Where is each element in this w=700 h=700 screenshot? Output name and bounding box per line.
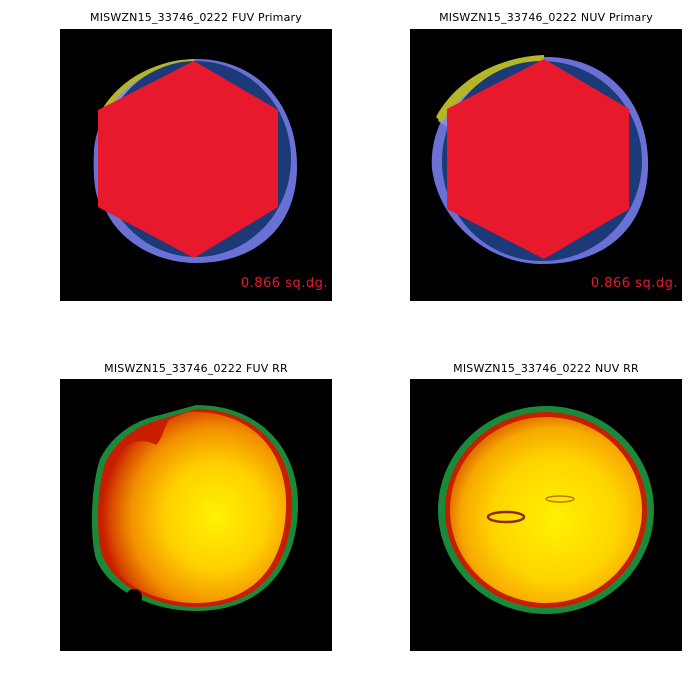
fuv-rr-title: MISWZN15_33746_0222 FUV RR xyxy=(104,362,288,375)
fuv-rr-image xyxy=(60,379,332,651)
nuv-primary-coverage-map xyxy=(410,29,682,301)
fuv-rr-response-map xyxy=(60,379,332,651)
nuv-rr-response-map xyxy=(410,379,682,651)
fuv-rr-disk xyxy=(101,411,287,603)
nuv-primary-image: 0.866 sq.dg. xyxy=(410,29,682,301)
nuv-rr-artifact xyxy=(486,510,526,524)
nuv-rr-image xyxy=(410,379,682,651)
nuv-rr-disk xyxy=(450,417,642,603)
nuv-rr-title: MISWZN15_33746_0222 NUV RR xyxy=(453,362,639,375)
fuv-primary-image: 0.866 sq.dg. xyxy=(60,29,332,301)
fuv-primary-overlap-edge xyxy=(98,59,194,121)
fuv-primary-title: MISWZN15_33746_0222 FUV Primary xyxy=(90,11,302,24)
nuv-rr-artifact xyxy=(545,495,575,503)
fuv-primary-area-label: 0.866 sq.dg. xyxy=(240,276,328,291)
fuv-primary-coverage-map xyxy=(60,29,332,301)
nuv-primary-hexagon xyxy=(447,59,629,259)
fuv-rr-notch xyxy=(126,589,142,605)
nuv-primary-title: MISWZN15_33746_0222 NUV Primary xyxy=(439,11,653,24)
nuv-primary-area-label: 0.866 sq.dg. xyxy=(590,276,678,291)
fuv-primary-hexagon xyxy=(98,61,278,258)
